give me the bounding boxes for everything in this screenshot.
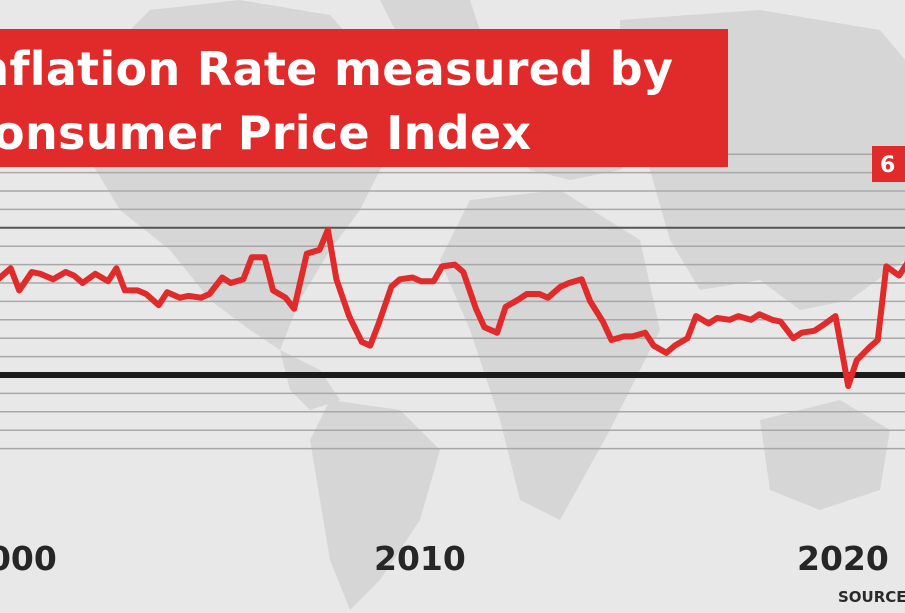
map-central-america	[280, 350, 340, 410]
x-tick-label-2000: 2000	[0, 539, 57, 578]
source-label: SOURCE	[838, 588, 905, 606]
x-tick-label-2020: 2020	[797, 539, 889, 578]
callout-badge: 6	[872, 146, 905, 182]
callout-box	[872, 146, 905, 182]
map-africa	[440, 190, 660, 520]
chart-title-line-2: Consumer Price Index	[0, 106, 532, 160]
x-tick-label-2010: 2010	[374, 539, 466, 578]
callout-value-label: 6	[880, 153, 895, 178]
series-line	[0, 226, 905, 389]
map-south-america	[310, 400, 440, 610]
map-australia	[760, 400, 890, 510]
chart-title-line-1: Inflation Rate measured by	[0, 42, 674, 96]
gridlines	[0, 153, 905, 450]
title-banner	[0, 29, 728, 167]
